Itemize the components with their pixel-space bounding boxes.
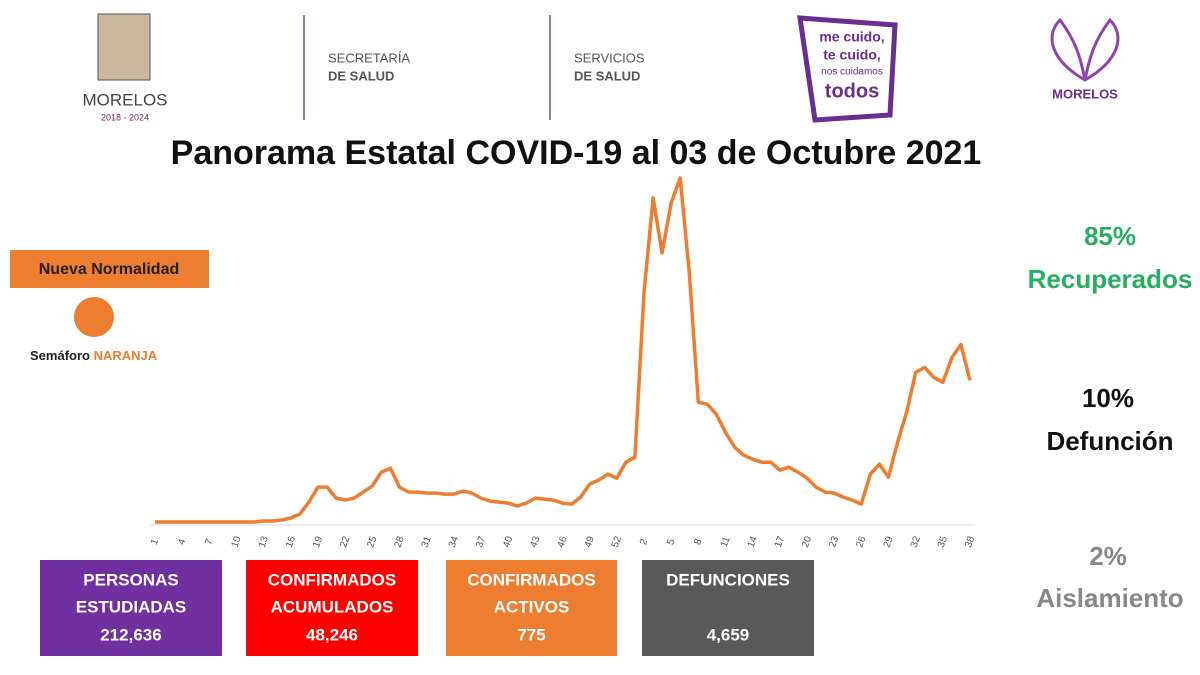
- x-tick-label: 1: [149, 537, 161, 546]
- stat-label: Recuperados: [1028, 264, 1193, 294]
- logo-right: MORELOS: [1052, 86, 1118, 101]
- data-line: [155, 176, 972, 524]
- box-label: CONFIRMADOS: [467, 570, 595, 589]
- x-tick-label: 23: [827, 535, 841, 550]
- x-tick-label: 2: [638, 537, 650, 546]
- x-tick-label: 40: [501, 535, 515, 550]
- chart: 1 4 7 10 13 16 19 22 25 28 31 34 37 40 43 46 49 52 2 5 8 11 14…: [149, 176, 977, 550]
- state-seal: [97, 13, 151, 81]
- x-tick-label: 22: [338, 535, 352, 550]
- box-label: CONFIRMADOS: [268, 570, 396, 589]
- x-tick-label: 28: [393, 535, 407, 550]
- box-value: 775: [517, 625, 545, 644]
- box-value: 4,659: [707, 625, 750, 644]
- summary-box: [246, 560, 418, 656]
- org-text: SERVICIOS: [574, 50, 645, 65]
- x-tick-label: 35: [936, 535, 950, 550]
- campaign-frame: [797, 15, 898, 123]
- summary-boxes: PERSONAS ESTUDIADAS 212,636 CONFIRMADOS ACUM…: [40, 560, 814, 656]
- x-tick-label: 7: [203, 537, 215, 546]
- stat-percent: 85%: [1084, 221, 1136, 251]
- summary-box: [446, 560, 617, 656]
- campaign-text: me cuido,: [819, 29, 884, 45]
- x-tick-label: 10: [230, 535, 244, 550]
- x-tick-label: 31: [420, 535, 434, 550]
- stat-label: Aislamiento: [1036, 583, 1183, 613]
- org-text: SECRETARÍA: [328, 50, 410, 65]
- logo-period: 2018 - 2024: [101, 112, 149, 122]
- logo-state: MORELOS: [82, 90, 167, 109]
- x-tick-label: 13: [257, 535, 271, 550]
- campaign-text: nos cuidamos: [821, 67, 883, 78]
- stat-percent: 10%: [1082, 383, 1134, 413]
- org-text: DE SALUD: [574, 68, 640, 83]
- x-tick-label: 5: [665, 537, 677, 546]
- x-tick-label: 16: [284, 535, 298, 550]
- box-value: 212,636: [100, 625, 161, 644]
- summary-box: [40, 560, 222, 656]
- x-tick-label: 32: [909, 535, 923, 550]
- phase-badge: [10, 250, 209, 288]
- x-tick-label: 8: [692, 537, 704, 546]
- x-tick-label: 14: [746, 535, 760, 550]
- org-text: DE SALUD: [328, 68, 394, 83]
- x-tick-label: 20: [800, 535, 814, 550]
- box-label: PERSONAS: [83, 570, 178, 589]
- x-tick-label: 4: [176, 537, 188, 546]
- x-tick-label: 19: [311, 535, 325, 550]
- semaforo-color: NARANJA: [94, 348, 158, 363]
- lotus-logo: [1050, 17, 1120, 82]
- box-label: DEFUNCIONES: [666, 570, 790, 589]
- box-value: 48,246: [306, 625, 358, 644]
- semaforo-text: Semáforo NARANJA: [30, 348, 158, 363]
- x-tick-label: 38: [963, 535, 977, 550]
- campaign-text: todos: [825, 80, 879, 102]
- x-tick-label: 34: [447, 535, 461, 550]
- chart-title: Panorama Estatal COVID-19 al 03 de Octub…: [171, 134, 982, 172]
- x-tick-label: 17: [773, 535, 787, 550]
- box-label: ACUMULADOS: [271, 597, 394, 616]
- x-tick-label: 49: [583, 535, 597, 550]
- box-label: ESTUDIADAS: [76, 597, 187, 616]
- x-tick-label: 52: [610, 535, 624, 550]
- stat-percent: 2%: [1089, 541, 1127, 571]
- x-tick-label: 46: [556, 535, 570, 550]
- x-tick-label: 25: [365, 535, 379, 550]
- x-tick-label: 43: [528, 535, 542, 550]
- x-tick-label: 26: [854, 535, 868, 550]
- stat-label: Defunción: [1046, 426, 1173, 456]
- traffic-light: [74, 297, 114, 337]
- campaign-text: te cuido,: [823, 47, 881, 63]
- box-label: ACTIVOS: [494, 597, 570, 616]
- semaforo-label: Semáforo: [30, 348, 90, 363]
- summary-box: [642, 560, 814, 656]
- x-tick-label: 11: [719, 535, 733, 549]
- phase-text: Nueva Normalidad: [39, 261, 179, 278]
- x-tick-label: 29: [882, 535, 896, 550]
- x-tick-label: 37: [474, 535, 488, 550]
